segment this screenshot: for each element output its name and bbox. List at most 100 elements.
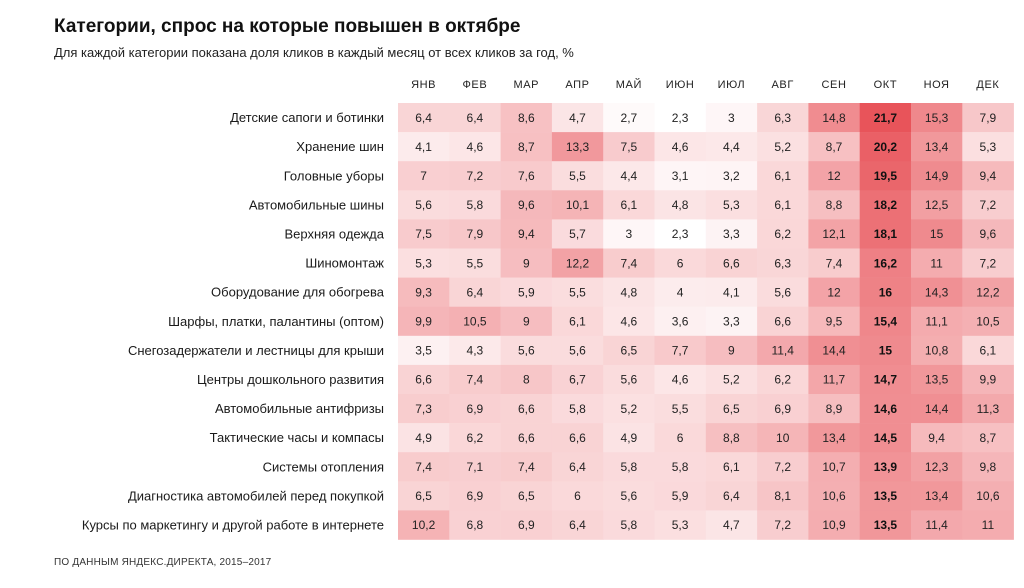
heatmap-cell (500, 364, 553, 395)
heatmap-cell (654, 248, 707, 278)
category-label: Автомобильные шины (249, 197, 384, 212)
heatmap-cell (911, 481, 963, 511)
cell-value: 4,9 (621, 431, 638, 445)
heatmap-cell (603, 161, 655, 191)
heatmap-cell (808, 161, 860, 191)
cell-value: 3,6 (672, 315, 689, 329)
heatmap-cell (654, 452, 707, 482)
heatmap-cell (705, 161, 758, 191)
heatmap-cell (808, 190, 860, 220)
cell-value: 8,7 (980, 431, 997, 445)
heatmap-cell (962, 423, 1014, 453)
cell-value: 10,6 (976, 489, 1000, 503)
cell-value: 13,9 (874, 460, 898, 474)
heatmap-cell (859, 481, 912, 511)
heatmap-cell (551, 219, 604, 249)
heatmap-cell (859, 103, 912, 133)
heatmap-cell (859, 219, 912, 249)
heatmap-cell (551, 306, 604, 337)
cell-value: 5,3 (980, 140, 997, 154)
cell-value: 7,4 (467, 373, 484, 387)
heatmap-cell (654, 394, 707, 424)
category-label: Детские сапоги и ботинки (230, 110, 384, 125)
category-label: Диагностика автомобилей перед покупкой (128, 488, 384, 503)
heatmap-cell (705, 103, 758, 133)
category-label: Тактические часы и компасы (210, 430, 384, 445)
cell-value: 8,8 (723, 431, 740, 445)
heatmap-cell (551, 132, 604, 162)
heatmap-cell (705, 248, 758, 278)
month-label: МАР (513, 79, 539, 91)
cell-value: 5,6 (621, 373, 638, 387)
cell-value: 12 (827, 285, 841, 299)
heatmap-cell (962, 364, 1014, 395)
cell-value: 10,5 (463, 315, 487, 329)
cell-value: 4,9 (415, 431, 432, 445)
heatmap-cell (603, 219, 655, 249)
heatmap-cell (449, 306, 501, 337)
heatmap-cell (551, 394, 604, 424)
cell-value: 9,9 (415, 315, 432, 329)
cell-value: 4,4 (621, 169, 638, 183)
cell-value: 5,5 (569, 169, 586, 183)
cell-value: 6,2 (774, 373, 791, 387)
cell-value: 5,8 (621, 460, 638, 474)
heatmap-cell (911, 510, 963, 540)
heatmap-cell (500, 306, 553, 337)
cell-value: 21,7 (874, 111, 898, 125)
heatmap-cell (603, 510, 655, 540)
heatmap-cell (705, 394, 758, 424)
cell-value: 7,4 (415, 460, 432, 474)
cell-value: 12 (827, 169, 841, 183)
heatmap-cell (962, 248, 1014, 278)
cell-value: 5,5 (672, 402, 689, 416)
cell-value: 7,4 (518, 460, 535, 474)
heatmap-cell (551, 423, 604, 453)
cell-value: 6,1 (723, 460, 740, 474)
cell-value: 5,6 (774, 285, 791, 299)
heatmap-cell (654, 306, 707, 337)
cell-value: 10,5 (976, 315, 1000, 329)
heatmap-cell (551, 161, 604, 191)
cell-value: 11 (930, 256, 943, 270)
cell-value: 6,9 (774, 402, 791, 416)
heatmap-cell (500, 481, 553, 511)
heatmap-cell (757, 481, 809, 511)
heatmap-cell (757, 132, 809, 162)
cell-value: 6 (677, 431, 684, 445)
cell-value: 6,5 (415, 489, 432, 503)
heatmap-cell (551, 510, 604, 540)
category-label: Системы отопления (263, 459, 384, 474)
cell-value: 14,7 (874, 373, 898, 387)
heatmap-cell (654, 364, 707, 395)
heatmap-cell (808, 510, 860, 540)
heatmap-cell (398, 103, 450, 133)
cell-value: 6,6 (518, 402, 535, 416)
cell-value: 4,3 (467, 344, 484, 358)
heatmap-cell (500, 452, 553, 482)
heatmap-cell (654, 103, 707, 133)
cell-value: 3 (626, 227, 633, 241)
heatmap-cell (911, 219, 963, 249)
heatmap-cell (859, 190, 912, 220)
cell-value: 4,8 (672, 198, 689, 212)
heatmap-cell (808, 423, 860, 453)
month-label: ИЮЛ (718, 79, 746, 91)
cell-value: 6,5 (621, 344, 638, 358)
heatmap-cell (911, 277, 963, 307)
heatmap-cell (962, 394, 1014, 424)
heatmap-cell (808, 306, 860, 337)
heatmap-cell (449, 452, 501, 482)
cell-value: 6,5 (518, 489, 535, 503)
heatmap-cell (654, 277, 707, 307)
heatmap-cell (603, 248, 655, 278)
month-label: ФЕВ (462, 79, 487, 91)
heatmap-cell (808, 335, 860, 366)
heatmap-cell (757, 219, 809, 249)
cell-value: 10,1 (566, 198, 590, 212)
cell-value: 6,9 (518, 518, 535, 532)
cell-value: 6,9 (467, 489, 484, 503)
cell-value: 15,4 (874, 315, 898, 329)
heatmap-cell (551, 277, 604, 307)
